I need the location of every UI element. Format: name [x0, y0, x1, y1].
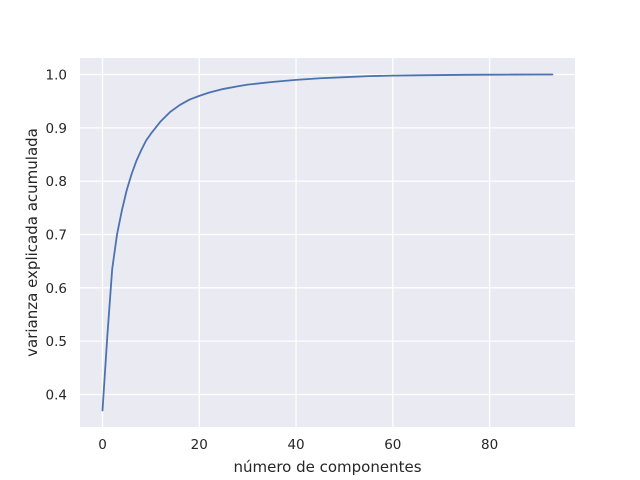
grid — [80, 58, 575, 427]
y-tick-label: 1.0 — [46, 68, 67, 84]
plot-background — [80, 58, 575, 427]
y-tick-label: 0.6 — [46, 281, 67, 297]
x-axis-label: número de componentes — [233, 458, 421, 476]
y-tick-label: 0.8 — [46, 174, 67, 190]
series-layer — [101, 73, 554, 412]
y-tick-label: 0.9 — [46, 121, 67, 137]
x-tick-labels: 0 20 40 60 80 — [98, 437, 498, 453]
y-axis-label: varianza explicada acumulada — [23, 128, 41, 357]
y-tick-label: 0.7 — [46, 228, 67, 244]
y-tick-label: 0.4 — [46, 387, 67, 403]
x-tick-label: 60 — [384, 437, 401, 453]
series-line — [101, 73, 554, 412]
x-tick-label: 20 — [191, 437, 208, 453]
x-tick-label: 0 — [98, 437, 107, 453]
x-tick-label: 40 — [287, 437, 304, 453]
x-tick-label: 80 — [481, 437, 498, 453]
y-tick-label: 0.5 — [46, 334, 67, 350]
y-tick-labels: 0.4 0.5 0.6 0.7 0.8 0.9 1.0 — [46, 68, 67, 404]
